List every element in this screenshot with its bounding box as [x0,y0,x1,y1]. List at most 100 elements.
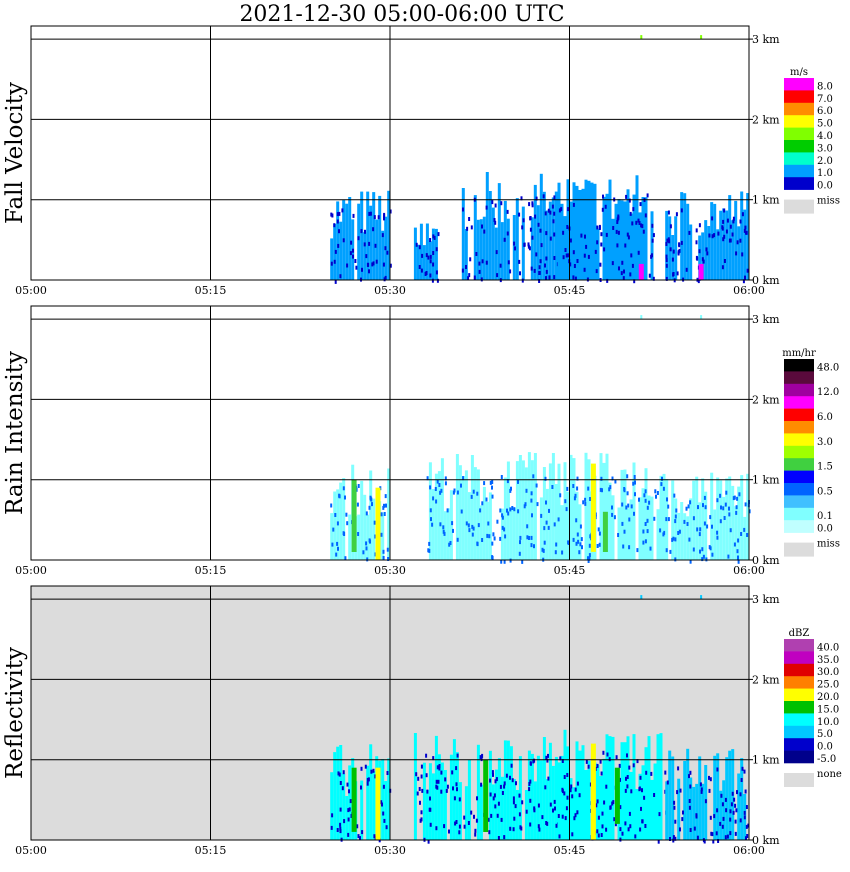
echo-column [581,745,585,840]
echo-core [590,463,596,552]
echo-speckle [570,784,573,789]
echo-speckle [341,208,344,213]
echo-column [497,183,501,280]
echo-column [482,486,486,560]
echo-speckle [436,765,439,770]
echo-speckle [474,828,477,833]
echo-speckle [491,541,494,546]
echo-speckle [748,509,751,514]
echo-speckle [745,824,748,829]
echo-speckle [341,786,344,791]
echo-speckle [420,268,423,273]
echo-column [566,746,570,840]
echo-speckle [673,805,676,810]
echo-speckle [547,776,550,781]
legend-swatch [784,433,814,447]
echo-speckle [745,230,748,235]
echo-speckle [335,552,338,557]
echo-column [719,790,723,840]
echo-column [689,224,693,280]
legend-swatch [784,396,814,409]
echo-speckle [380,800,383,805]
echo-column [446,508,450,560]
echo-column [384,781,388,840]
echo-speckle [560,207,563,212]
echo-column [530,460,534,560]
echo-speckle [503,784,506,789]
legend-missing-label: none [817,769,842,780]
echo-speckle [418,265,421,269]
echo-speckle [561,814,564,819]
echo-speckle [429,254,432,259]
echo-column [572,787,576,840]
echo-speckle [487,817,490,822]
echo-speckle [349,799,352,804]
echo-column [581,188,585,280]
echo-speckle [637,250,640,255]
echo-speckle [747,823,750,828]
echo-speckle [651,238,654,243]
echo-speckle [517,509,520,514]
echo-speckle [331,813,334,818]
echo-speckle [458,824,461,829]
echo-speckle [468,217,471,221]
echo-speckle [365,541,368,546]
x-tick-label: 05:00 [15,284,47,297]
echo-column [419,223,423,280]
echo-speckle [339,807,342,812]
echo-column [369,744,373,840]
echo-speckle [611,512,614,517]
x-tick-label: 05:00 [15,844,47,857]
legend-label: 10.0 [817,717,839,728]
legend-swatch [784,725,814,739]
echo-column [569,778,573,840]
echo-speckle [722,506,725,511]
echo-speckle [366,777,369,782]
echo-speckle [689,500,692,505]
echo-speckle [597,833,600,838]
echo-column [530,753,534,840]
echo-speckle [675,508,678,513]
echo-speckle [655,494,657,499]
echo-speckle [342,238,345,243]
echo-speckle [599,487,602,492]
echo-speckle [717,839,720,843]
echo-column [728,195,732,280]
echo-column [425,790,429,840]
echo-speckle [429,508,432,513]
echo-speckle [485,260,488,265]
echo-column [330,513,334,560]
echo-speckle [561,550,564,555]
echo-speckle [720,505,722,510]
echo-speckle [547,753,549,758]
echo-speckle [577,539,580,544]
echo-speckle [626,474,629,479]
echo-speckle [716,767,719,772]
echo-column [587,459,591,560]
echo-speckle [574,787,577,792]
echo-column [342,478,346,560]
echo-speckle [525,488,528,493]
legend-missing-swatch [784,542,814,557]
echo-speckle [616,243,619,248]
echo-speckle [361,267,363,272]
echo-speckle [576,532,579,537]
echo-speckle [717,231,720,236]
echo-speckle [497,836,500,840]
echo-speckle [334,513,337,517]
echo-speckle [630,789,633,794]
echo-speckle [342,770,345,775]
echo-speckle [709,777,712,782]
echo-speckle [644,213,647,218]
echo-speckle [437,779,440,784]
echo-speckle [421,788,424,793]
echo-speckle [679,788,682,793]
echo-column [539,497,543,560]
echo-speckle [452,786,454,791]
echo-speckle [499,263,502,268]
echo-column [683,513,687,560]
echo-speckle [633,475,636,479]
echo-column [632,734,636,840]
echo-speckle [667,237,670,242]
echo-speckle [504,534,507,539]
